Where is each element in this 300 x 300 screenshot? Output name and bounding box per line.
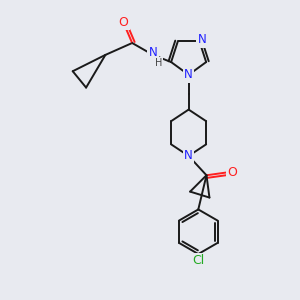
Text: N: N [184,149,193,162]
Text: O: O [118,16,128,29]
Text: N: N [184,68,193,81]
Text: Cl: Cl [192,254,204,267]
Text: O: O [227,166,237,179]
Text: N: N [148,46,157,59]
Text: H: H [154,58,162,68]
Text: N: N [197,34,206,46]
